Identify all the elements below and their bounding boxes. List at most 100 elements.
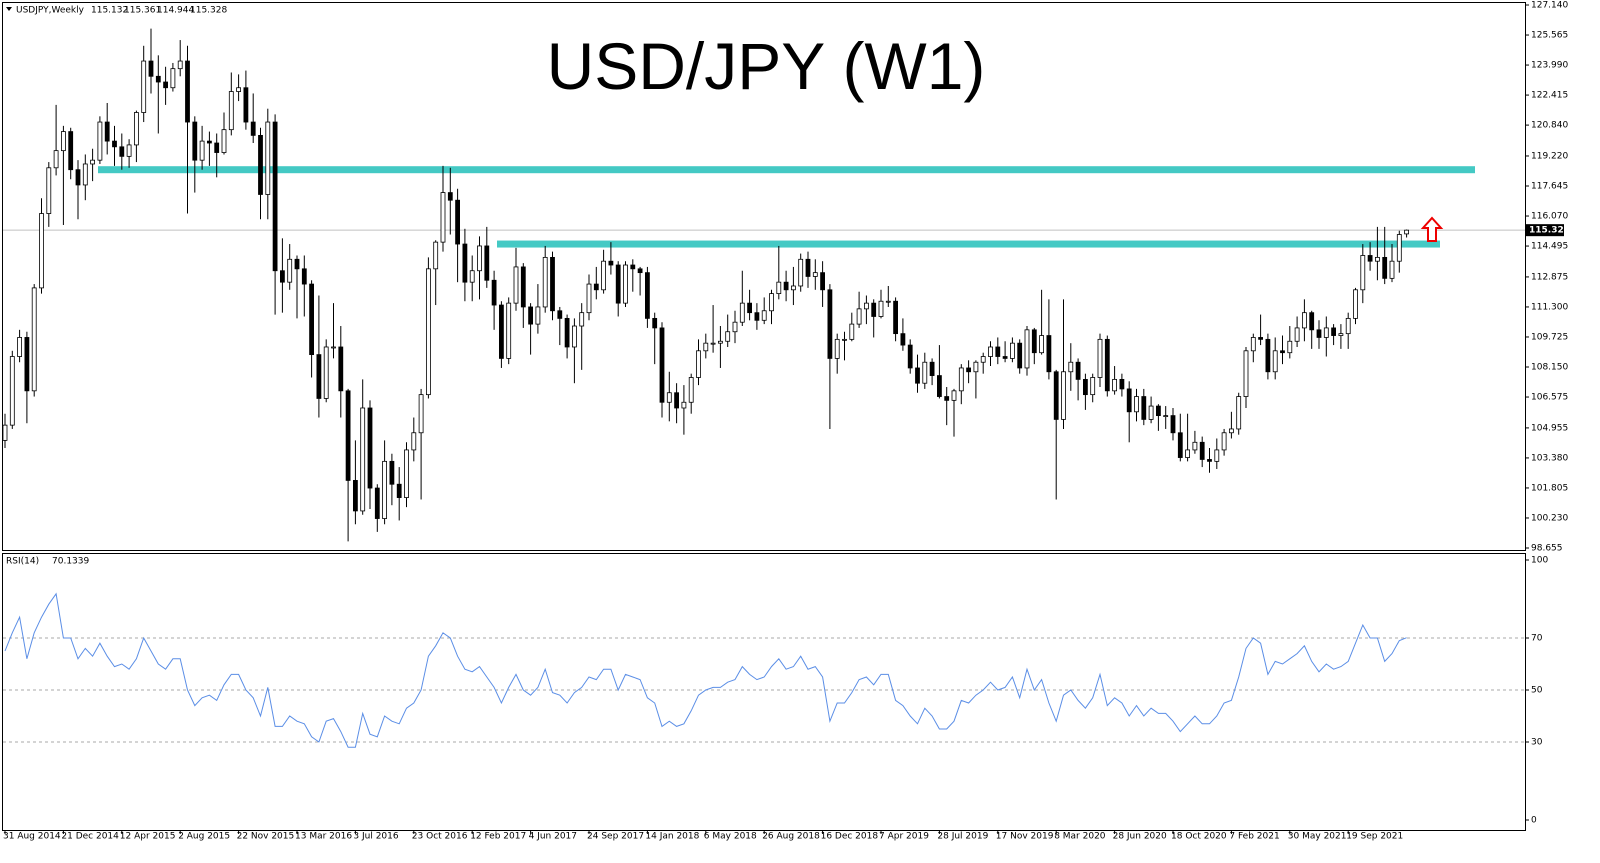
candle-body (221, 129, 227, 153)
x-tick-label: 16 Dec 2018 (821, 832, 879, 842)
candle-body (856, 308, 862, 325)
candle-body (477, 245, 482, 272)
candle-body (294, 258, 300, 270)
candle-body (601, 260, 606, 291)
candle-body (572, 325, 577, 348)
candle-body (550, 256, 555, 312)
candle-body (798, 258, 804, 287)
candle-body (1134, 396, 1139, 413)
candle-body (637, 268, 643, 274)
candle-body (1236, 396, 1242, 430)
candle-body (1302, 312, 1307, 329)
candle-body (39, 213, 44, 289)
candle-body (1053, 371, 1059, 420)
rsi-label: RSI(14) (6, 557, 39, 567)
candle-body (1148, 405, 1154, 420)
candle-body (579, 312, 585, 327)
candle-body (1287, 340, 1293, 354)
candle-body (418, 394, 424, 434)
candle-body (155, 75, 161, 83)
candle-body (1024, 329, 1030, 369)
header-low: 114.944 (157, 6, 194, 16)
candle-body (17, 337, 23, 357)
rsi-tick-label: 50 (1531, 686, 1543, 696)
candle-body (696, 350, 701, 378)
candle-body (425, 268, 431, 396)
candle-body (564, 317, 570, 348)
candle-body (2, 424, 8, 441)
candle-body (885, 300, 891, 303)
candle-body (528, 306, 533, 325)
candle-body (586, 283, 592, 314)
candle-body (732, 321, 738, 333)
candle-body (345, 390, 351, 481)
candle-body (915, 367, 920, 384)
x-tick-label: 31 Aug 2014 (3, 832, 61, 842)
candle-body (973, 361, 979, 373)
candle-body (1017, 342, 1023, 369)
candle-body (1199, 441, 1205, 460)
candle-body (1156, 405, 1161, 417)
level-zone (497, 240, 1440, 248)
candle-body (666, 392, 672, 403)
candle-body (104, 121, 110, 142)
x-tick-label: 12 Feb 2017 (470, 832, 526, 842)
y-tick-label: 123.990 (1531, 61, 1568, 71)
rsi-tick-label: 100 (1531, 556, 1548, 566)
candle-body (1309, 312, 1315, 331)
candle-body (761, 310, 767, 321)
candle-body (228, 91, 234, 131)
candle-body (440, 192, 446, 243)
header-close: 115.328 (190, 6, 227, 16)
y-tick-label: 117.645 (1531, 182, 1568, 192)
y-tick-label: 127.140 (1531, 1, 1568, 11)
candle-body (1367, 255, 1373, 262)
candle-body (623, 264, 628, 304)
candle-body (783, 281, 789, 291)
x-tick-label: 26 Aug 2018 (762, 832, 820, 842)
candle-body (1112, 378, 1117, 392)
candle-body (1375, 256, 1380, 262)
x-tick-label: 14 Jan 2018 (645, 832, 699, 842)
candle-body (739, 302, 745, 323)
candle-body (360, 407, 366, 512)
candle-body (24, 337, 30, 392)
candle-body (301, 268, 307, 285)
y-tick-label: 101.805 (1531, 483, 1568, 493)
candle-body (776, 281, 782, 295)
candle-body (61, 131, 66, 152)
candle-body (265, 121, 271, 195)
candle-body (258, 134, 263, 195)
candle-body (805, 258, 811, 277)
candle-body (652, 317, 658, 329)
candle-body (1141, 396, 1147, 420)
candle-body (608, 260, 614, 266)
candle-body (520, 266, 526, 308)
candle-body (1265, 338, 1271, 373)
candle-body (163, 81, 169, 89)
x-tick-label: 3 Jul 2016 (353, 832, 398, 842)
candle-body (455, 199, 461, 245)
candle-body (141, 60, 147, 113)
x-tick-label: 6 May 2018 (704, 832, 757, 842)
x-tick-label: 7 Apr 2019 (879, 832, 929, 842)
x-tick-label: 4 Jun 2017 (529, 832, 577, 842)
candle-body (1404, 229, 1409, 235)
menu-triangle[interactable] (6, 7, 12, 11)
rsi-line (4, 592, 1407, 748)
y-tick-label: 111.300 (1531, 302, 1568, 312)
x-tick-label: 24 Sep 2017 (587, 832, 644, 842)
candle-body (995, 346, 1001, 357)
candle-body (1316, 329, 1322, 338)
candle-body (834, 338, 840, 359)
y-tick-label: 109.725 (1531, 332, 1568, 342)
candle-body (688, 377, 694, 403)
candle-body (1075, 361, 1081, 380)
candle-body (615, 264, 621, 304)
candle-body (1170, 415, 1176, 434)
candle-body (1163, 415, 1169, 418)
candle-body (1353, 289, 1358, 319)
header-high: 115.361 (124, 6, 161, 16)
candle-body (725, 331, 731, 342)
